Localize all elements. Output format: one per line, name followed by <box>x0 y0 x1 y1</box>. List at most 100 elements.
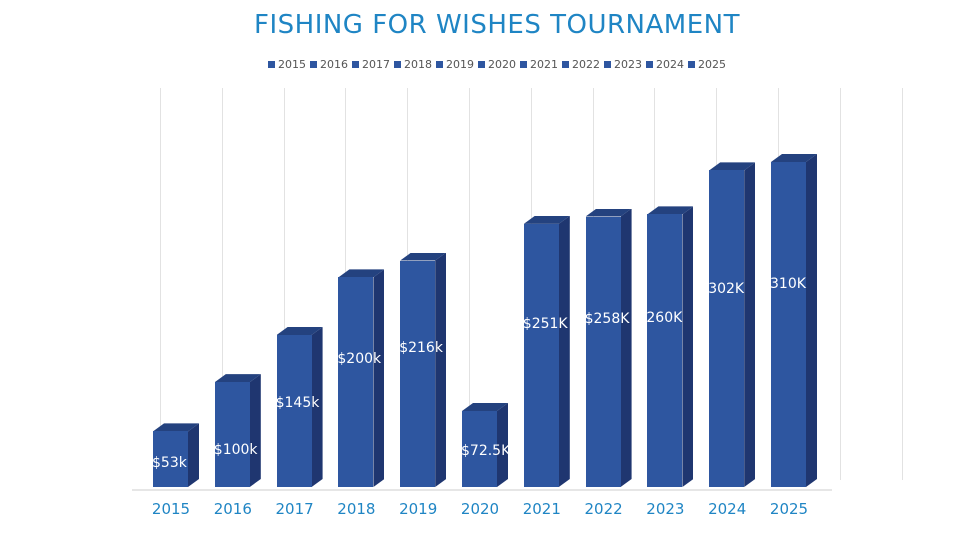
legend-swatch-icon <box>562 61 569 68</box>
bar-side <box>497 403 508 487</box>
bar-front <box>585 216 621 487</box>
gridline <box>160 88 161 480</box>
chart-title: FISHING FOR WISHES TOURNAMENT <box>254 10 740 40</box>
bar-side <box>435 253 446 487</box>
legend-swatch-icon <box>604 61 611 68</box>
bar-front <box>709 170 745 487</box>
legend-label: 2021 <box>530 58 558 71</box>
legend-item[interactable]: 2022 <box>562 58 600 71</box>
bar-2023[interactable]: 260K <box>646 206 694 487</box>
legend-swatch-icon <box>436 61 443 68</box>
x-tick-label: 2021 <box>522 500 561 518</box>
bar-top <box>585 208 632 217</box>
bar-2024[interactable]: 302K <box>708 162 756 487</box>
gridline <box>839 88 841 480</box>
gridline <box>221 88 223 480</box>
legend-swatch-icon <box>688 61 695 68</box>
bar-2015[interactable]: $53k <box>152 423 199 487</box>
x-tick-label: 2025 <box>769 500 809 518</box>
bar-side <box>250 374 261 487</box>
data-label: 302K <box>708 281 745 298</box>
bar-2020[interactable]: $72.5K <box>461 402 510 487</box>
legend-swatch-icon <box>268 61 275 68</box>
bar-side <box>744 162 755 487</box>
legend-label: 2022 <box>572 58 600 71</box>
bar-top <box>276 326 323 335</box>
x-tick-label: 2016 <box>213 500 252 518</box>
bar-top <box>523 215 570 224</box>
legend-label: 2024 <box>656 58 684 71</box>
legend-label: 2018 <box>404 58 432 71</box>
legend-swatch-icon <box>394 61 401 68</box>
legend-swatch-icon <box>478 61 485 68</box>
gridline <box>901 88 903 480</box>
bar-top <box>338 269 385 278</box>
legend-item[interactable]: 2025 <box>688 58 726 71</box>
data-label: $258K <box>584 311 630 328</box>
x-tick-label: 2018 <box>337 500 376 518</box>
bar-front <box>400 260 436 487</box>
bar-side <box>373 269 384 487</box>
bar-side <box>806 154 817 487</box>
legend-swatch-icon <box>520 61 527 68</box>
legend-item[interactable]: 2024 <box>646 58 684 71</box>
legend-item[interactable]: 2019 <box>436 58 474 71</box>
x-tick-label: 2020 <box>460 500 500 518</box>
bar-front <box>276 334 312 487</box>
data-label: $216k <box>399 339 443 356</box>
x-tick-label: 2022 <box>584 500 623 518</box>
chart-legend: 2015 2016 2017 2018 2019 2020 2021 2022 2023 2024… <box>0 58 960 71</box>
legend-swatch-icon <box>646 61 653 68</box>
bar-side <box>559 216 570 487</box>
x-tick-label: 2017 <box>275 500 314 518</box>
legend-swatch-icon <box>352 61 359 68</box>
bar-2017[interactable]: $145k <box>275 326 323 487</box>
bar-2016[interactable]: $100k <box>214 374 261 487</box>
data-label: $251K <box>522 315 568 332</box>
bar-top <box>647 206 694 215</box>
legend-label: 2015 <box>278 58 306 71</box>
gridline <box>283 88 285 480</box>
legend-label: 2017 <box>362 58 390 71</box>
bar-side <box>682 206 693 487</box>
bar-2025[interactable]: 310K <box>770 154 817 487</box>
legend-item[interactable]: 2020 <box>478 58 516 71</box>
bar-top <box>400 252 447 261</box>
bar-2022[interactable]: $258K <box>584 208 632 487</box>
legend-item[interactable]: 2016 <box>310 58 348 71</box>
bar-2018[interactable]: $200k <box>337 269 385 487</box>
x-tick-label: 2015 <box>151 500 191 518</box>
bar-front <box>153 431 188 487</box>
bar-side <box>188 423 199 487</box>
data-label: $53k <box>152 454 187 471</box>
bar-front <box>462 410 497 487</box>
x-tick-label: 2023 <box>646 500 685 518</box>
bar-top <box>771 154 817 162</box>
legend-swatch-icon <box>310 61 317 68</box>
bar-front <box>523 223 559 487</box>
legend-item[interactable]: 2017 <box>352 58 390 71</box>
data-label: $200k <box>337 350 382 367</box>
chart-floor <box>132 489 832 491</box>
bar-side <box>621 209 632 487</box>
x-tick-label: 2019 <box>399 500 438 518</box>
legend-label: 2020 <box>488 58 516 71</box>
bar-front <box>214 382 250 487</box>
legend-item[interactable]: 2023 <box>604 58 642 71</box>
bar-side <box>312 327 323 487</box>
bar-top <box>153 423 199 432</box>
legend-item[interactable]: 2018 <box>394 58 432 71</box>
legend-label: 2016 <box>320 58 348 71</box>
data-label: $145k <box>275 394 320 411</box>
gridline <box>469 88 470 480</box>
legend-label: 2023 <box>614 58 642 71</box>
bar-2019[interactable]: $216k <box>399 252 447 487</box>
bar-2021[interactable]: $251K <box>522 215 570 487</box>
legend-label: 2019 <box>446 58 474 71</box>
legend-label: 2025 <box>698 58 726 71</box>
legend-item[interactable]: 2021 <box>520 58 558 71</box>
legend-item[interactable]: 2015 <box>268 58 306 71</box>
bar-top <box>214 374 261 383</box>
bar-top <box>709 162 756 171</box>
